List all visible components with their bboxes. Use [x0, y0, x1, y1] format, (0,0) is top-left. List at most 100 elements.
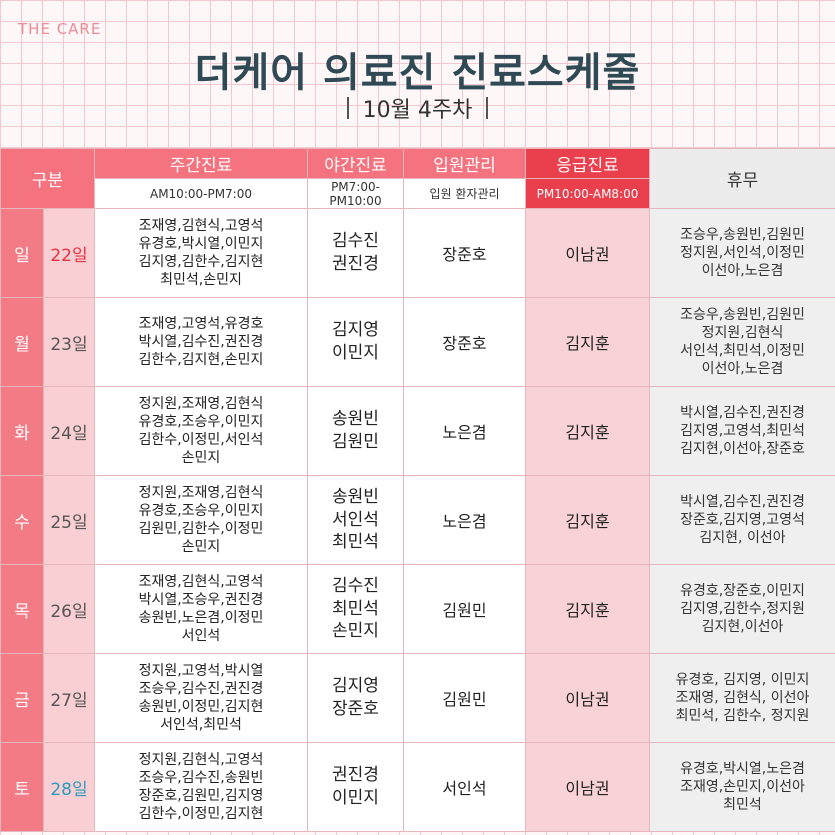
page-title: 더케어 의료진 진료스케줄: [194, 50, 641, 96]
staff-line: 조재영,손민지,이선아: [680, 778, 805, 795]
staff-line: 김원민,김한수,이정민: [138, 521, 264, 537]
header-night-clinic-time: PM7:00-PM10:00: [307, 178, 404, 209]
staff-line: 조재영, 김현식, 이선아: [675, 689, 810, 706]
date-label: 26일: [43, 564, 95, 654]
staff-line: 서인석,최민석: [160, 717, 242, 734]
table-row: 목 26일 조재영,김현식,고영석 박시열,조승우,권진경 송원빈,노은겸,이정민 서인석…: [0, 564, 835, 654]
staff-line: 조재영,김현식,고영석: [138, 217, 264, 234]
staff-line: 서인석: [332, 509, 379, 530]
header-day-clinic: 주간진료: [94, 148, 308, 179]
staff-line: 최민석: [332, 598, 379, 619]
staff-line: 조승우,김수진,송원빈: [138, 769, 264, 786]
table-row: 수 25일 정지원,조재영,김현식 유경호,조승우,이민지 김원민,김한수,이정민 손민지…: [0, 475, 835, 565]
inpatient-staff: 김원민: [403, 653, 526, 743]
date-label: 25일: [43, 475, 95, 565]
weekday-label: 화: [0, 386, 44, 476]
header-category: 구분: [0, 148, 95, 209]
staff-line: 송원빈: [332, 486, 379, 507]
inpatient-staff: 김원민: [403, 564, 526, 654]
staff-line: 정지원,김현식,고영석: [138, 751, 264, 768]
staff-line: 송원빈,노은겸,이정민: [138, 610, 264, 626]
staff-line: 조승우,송원빈,김원민: [680, 306, 805, 323]
staff-line: 정지원,조재영,김현식: [138, 484, 264, 501]
table-row: 토 28일 정지원,김현식,고영석 조승우,김수진,송원빈 장준호,김원민,김지영 김한수…: [0, 742, 835, 832]
table-row: 월 23일 조재영,고영석,유경호 박시열,김수진,권진경 김한수,김지현,손민지 김지영…: [0, 297, 835, 387]
brand-logo-text: THE CARE: [18, 20, 102, 38]
header-emergency: 응급진료: [525, 148, 650, 179]
inpatient-staff: 장준호: [403, 297, 526, 387]
staff-line: 유경호,조승우,이민지: [138, 413, 264, 430]
staff-line: 이선아,노은겸: [701, 263, 784, 280]
weekday-label: 금: [0, 653, 44, 743]
staff-line: 권진경: [332, 765, 379, 786]
staff-line: 김지현,이선아: [701, 619, 784, 636]
header-day-clinic-time: AM10:00-PM7:00: [94, 178, 308, 209]
weekday-label: 월: [0, 297, 44, 387]
inpatient-staff: 노은겸: [403, 386, 526, 476]
staff-line: 김한수,이정민,김지현: [138, 806, 264, 823]
emergency-staff: 김지훈: [525, 564, 650, 654]
week-label: 10월 4주차: [362, 98, 473, 123]
staff-line: 손민지: [181, 539, 221, 556]
staff-line: 박시열,김수진,권진경: [680, 404, 805, 421]
staff-line: 송원빈: [332, 409, 379, 430]
staff-line: 이선아,노은겸: [701, 361, 784, 378]
staff-line: 정지원,조재영,김현식: [138, 395, 264, 412]
weekday-label: 목: [0, 564, 44, 654]
night-clinic-staff: 김지영 장준호: [307, 653, 404, 743]
table-row: 금 27일 정지원,고영석,박시열 조승우,김수진,권진경 송원빈,이정민,김지현 서인석…: [0, 653, 835, 743]
page-subtitle: 10월 4주차: [0, 92, 835, 124]
staff-line: 유경호,박시열,이민지: [138, 235, 264, 252]
staff-line: 장준호: [332, 699, 379, 719]
staff-line: 조승우,김수진,권진경: [138, 680, 264, 697]
table-row: 일 22일 조재영,김현식,고영석 유경호,박시열,이민지 김지영,김한수,김지현 최민석…: [0, 208, 835, 298]
night-clinic-staff: 권진경 이민지: [307, 742, 404, 832]
staff-line: 유경호,장준호,이민지: [680, 582, 805, 599]
header-off: 휴무: [649, 148, 835, 209]
staff-line: 김한수,김지현,손민지: [138, 352, 264, 369]
staff-line: 조재영,김현식,고영석: [138, 573, 264, 590]
date-label: 23일: [43, 297, 95, 387]
staff-line: 박시열,김수진,권진경: [680, 493, 805, 510]
staff-line: 김지영,고영석,최민석: [680, 422, 805, 439]
subtitle-divider-right: [486, 97, 489, 119]
staff-line: 장준호,김원민,김지영: [138, 788, 264, 804]
off-staff: 유경호,박시열,노은겸 조재영,손민지,이선아 최민석: [649, 742, 835, 832]
header-emergency-time: PM10:00-AM8:00: [525, 178, 650, 209]
staff-line: 유경호,박시열,노은겸: [680, 760, 805, 777]
table-row: 화 24일 정지원,조재영,김현식 유경호,조승우,이민지 김한수,이정민,서인석 손민지…: [0, 386, 835, 476]
staff-line: 김지영,김한수,정지원: [680, 600, 805, 617]
staff-line: 정지원,김현식: [701, 324, 784, 341]
day-clinic-staff: 조재영,김현식,고영석 박시열,조승우,권진경 송원빈,노은겸,이정민 서인석: [94, 564, 308, 654]
day-clinic-staff: 조재영,고영석,유경호 박시열,김수진,권진경 김한수,김지현,손민지: [94, 297, 308, 387]
date-label: 22일: [43, 208, 95, 298]
emergency-staff: 이남권: [525, 653, 650, 743]
staff-line: 김지영: [332, 320, 379, 341]
staff-line: 정지원,서인석,이정민: [680, 244, 805, 261]
staff-line: 김원민: [332, 432, 379, 452]
staff-line: 이민지: [332, 343, 379, 363]
staff-line: 김수진: [332, 231, 379, 252]
staff-line: 이민지: [332, 788, 379, 808]
emergency-staff: 이남권: [525, 742, 650, 832]
staff-line: 김지현, 이선아: [699, 530, 786, 547]
staff-line: 송원빈,이정민,김지현: [138, 699, 264, 715]
staff-line: 정지원,고영석,박시열: [138, 662, 264, 679]
staff-line: 손민지: [332, 621, 379, 642]
staff-line: 서인석,최민석,이정민: [680, 343, 805, 359]
staff-line: 최민석,손민지: [160, 272, 242, 289]
weekday-label: 수: [0, 475, 44, 565]
night-clinic-staff: 김수진 권진경: [307, 208, 404, 298]
off-staff: 박시열,김수진,권진경 김지영,고영석,최민석 김지현,이선아,장준호: [649, 386, 835, 476]
staff-line: 장준호,김지영,고영석: [680, 511, 805, 528]
staff-line: 최민석, 김한수, 정지원: [675, 708, 810, 725]
emergency-staff: 김지훈: [525, 386, 650, 476]
staff-line: 유경호,조승우,이민지: [138, 502, 264, 519]
staff-line: 최민석: [332, 532, 379, 553]
